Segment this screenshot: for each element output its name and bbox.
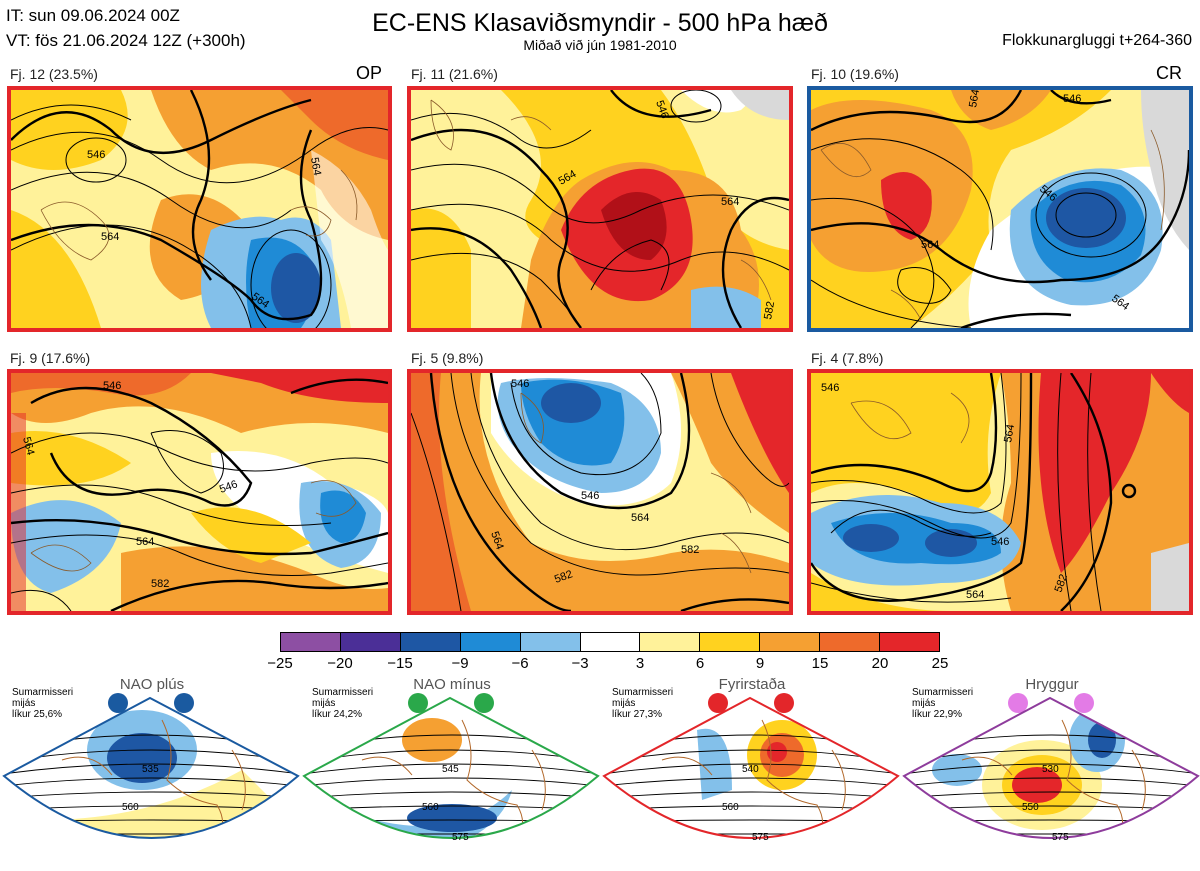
regime-marker-dot: [708, 693, 728, 713]
contour-label: 564: [921, 239, 939, 251]
panel-3-tag: CR: [1156, 63, 1182, 83]
regime-description: Sumarmisseri mijás líkur 27,3%: [612, 687, 674, 720]
colorbar-tick-label: −3: [571, 655, 589, 672]
contour-label: 564: [631, 512, 649, 524]
page-subtitle: Miðað við jún 1981-2010: [523, 37, 677, 53]
colorbar-tick-label: −6: [511, 655, 529, 672]
panel-1-label: Fj. 12 (23.5%): [10, 66, 98, 82]
colorbar-swatch: [460, 633, 521, 651]
contour-label: 564: [308, 156, 323, 176]
regime-marker-dot: [1008, 693, 1028, 713]
panel-2-label: Fj. 11 (21.6%): [411, 66, 498, 82]
map-panel-cluster-10: 546 564 564 564 546: [807, 86, 1193, 332]
regime-contour-label: 535: [142, 764, 159, 775]
colorbar-swatch: [820, 633, 881, 651]
initial-time: IT: sun 09.06.2024 00Z: [6, 6, 180, 25]
map-panel-cluster-9: 546 546 564 564 582: [7, 369, 392, 615]
contour-label: 582: [762, 300, 777, 320]
valid-time: VT: fös 21.06.2024 12Z (+300h): [6, 31, 246, 50]
regime-marker-dot: [174, 693, 194, 713]
cluster-window: Flokkunargluggi t+264-360: [1002, 32, 1192, 49]
contour-label: 546: [218, 478, 239, 496]
map-panel-cluster-5: 546 546 564 564 582 582: [407, 369, 793, 615]
colorbar-tick-label: 3: [635, 655, 645, 672]
contour-label: 546: [1063, 93, 1081, 105]
regime-title: Fyrirstaða: [718, 676, 786, 693]
colorbar-swatch: [640, 633, 701, 651]
colorbar-tick-label: 25: [931, 655, 949, 672]
colorbar-tick-label: 15: [811, 655, 829, 672]
panel-6-label: Fj. 4 (7.8%): [811, 350, 884, 366]
regime-contour-label: 560: [122, 802, 139, 813]
panel-5-label: Fj. 5 (9.8%): [411, 350, 484, 366]
colorbar-swatch: [520, 633, 581, 651]
colorbar-tick-label: 20: [871, 655, 889, 672]
panel-3-label: Fj. 10 (19.6%): [811, 66, 899, 82]
panel-1-tag: OP: [356, 63, 383, 83]
regime-contour-label: 530: [1042, 764, 1059, 775]
colorbar-swatch: [400, 633, 461, 651]
contour-label: 546: [581, 490, 599, 502]
colorbar-swatch: [281, 633, 341, 651]
regime-marker-dot: [474, 693, 494, 713]
regime-description: Sumarmisseri mijás líkur 24,2%: [312, 687, 374, 720]
regime-title: Hryggur: [1025, 676, 1079, 693]
contour-label: 564: [966, 589, 984, 601]
contour-label: 546: [511, 378, 529, 390]
regime-contour-label: 575: [1052, 832, 1069, 843]
colorbar-tick-label: −25: [267, 655, 293, 672]
contour-label: 582: [1053, 573, 1071, 594]
colorbar-swatch: [760, 633, 821, 651]
contour-label: 546: [87, 149, 105, 161]
regime-title: NAO plús: [119, 676, 185, 693]
contour-label: 564: [1002, 423, 1017, 443]
regime-contour-label: 560: [422, 802, 439, 813]
contour-label: 582: [553, 568, 574, 586]
regime-map: 530 550 575: [902, 696, 1200, 843]
contour-label: 564: [136, 536, 154, 548]
contour-label: 564: [488, 530, 506, 551]
colorbar-tick-label: −20: [327, 655, 353, 672]
regime-marker-dot: [108, 693, 128, 713]
contour-label: 564: [967, 90, 982, 109]
colorbar-tick-label: −15: [387, 655, 413, 672]
contour-label: 582: [681, 544, 699, 556]
regime-contour-label: 575: [452, 832, 469, 843]
regime-description: Sumarmisseri mijás líkur 22,9%: [912, 687, 974, 720]
contour-label: 564: [20, 436, 36, 457]
panel-4-label: Fj. 9 (17.6%): [10, 350, 91, 366]
colorbar: [280, 632, 940, 652]
regime-map: 535 560: [2, 696, 300, 839]
map-panel-cluster-4: 546 546 564 564 582: [807, 369, 1193, 615]
contour-label: 546: [991, 536, 1009, 548]
regime-title: NAO mínus: [413, 676, 491, 693]
contour-label: 546: [821, 382, 839, 394]
regime-marker-dot: [1074, 693, 1094, 713]
map-panel-cluster-12: 546 564 564 564: [7, 86, 392, 332]
regime-marker-dot: [774, 693, 794, 713]
contour-label: 546: [653, 99, 671, 120]
colorbar-swatch: [880, 633, 939, 651]
colorbar-tick-label: −9: [451, 655, 469, 672]
contour-label: 564: [101, 231, 119, 243]
colorbar-swatch: [700, 633, 761, 651]
contour-label: 582: [151, 578, 169, 590]
regime-map: 540 560 575: [602, 696, 900, 843]
regime-contour-label: 575: [752, 832, 769, 843]
regime-contour-label: 540: [742, 764, 759, 775]
regime-contour-label: 550: [1022, 802, 1039, 813]
page-title: EC-ENS Klasaviðsmyndir - 500 hPa hæð: [372, 9, 828, 37]
regime-contour-label: 560: [722, 802, 739, 813]
colorbar-tick-label: 9: [755, 655, 765, 672]
regime-map: 545 560 575: [302, 696, 600, 843]
regime-marker-dot: [408, 693, 428, 713]
colorbar-swatch: [340, 633, 401, 651]
contour-label: 564: [721, 196, 739, 208]
contour-label: 546: [103, 380, 121, 392]
regime-description: Sumarmisseri mijás líkur 25,6%: [12, 687, 74, 720]
colorbar-tick-label: 6: [695, 655, 705, 672]
regime-contour-label: 545: [442, 764, 459, 775]
colorbar-swatch: [580, 633, 641, 651]
map-panel-cluster-11: 546 564 564 582: [407, 86, 793, 332]
